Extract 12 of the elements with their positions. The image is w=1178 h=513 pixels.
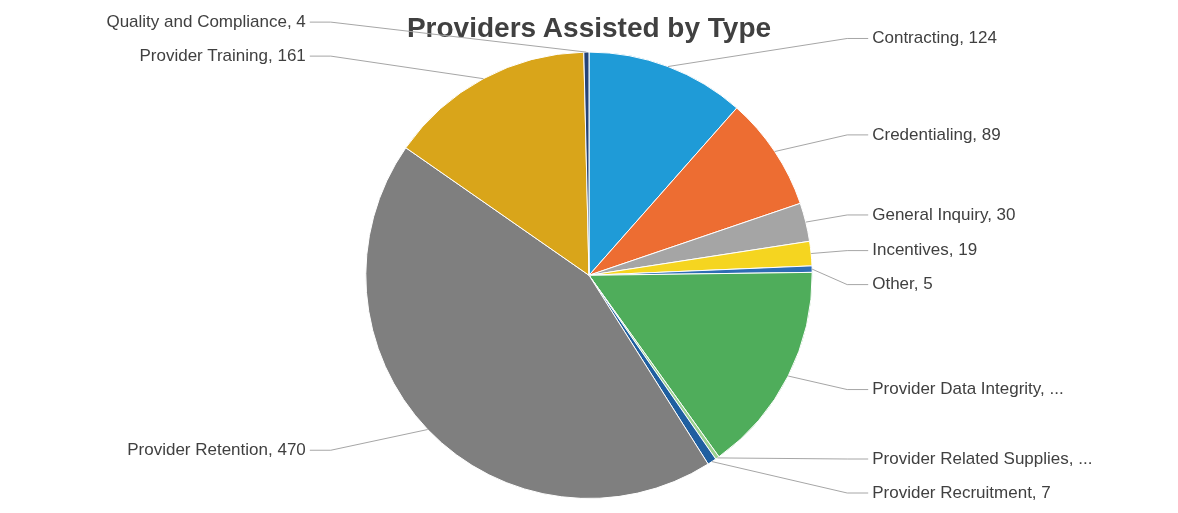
slice-label: Provider Related Supplies, ... [872, 448, 1093, 468]
chart-title: Providers Assisted by Type [406, 11, 772, 43]
slice-label: Provider Data Integrity, ... [872, 379, 1064, 399]
slice-label: General Inquiry, 30 [872, 204, 1016, 224]
slice-label: Contracting, 124 [872, 28, 997, 48]
slice-label: Provider Retention, 470 [127, 439, 306, 459]
slice-label: Credentialing, 89 [872, 124, 1001, 144]
slice-label: Provider Recruitment, 7 [872, 482, 1051, 502]
slice-label: Provider Training, 161 [139, 45, 306, 65]
slice-label: Other, 5 [872, 274, 933, 294]
slice-label: Quality and Compliance, 4 [106, 11, 306, 31]
slice-label: Incentives, 19 [872, 240, 978, 260]
